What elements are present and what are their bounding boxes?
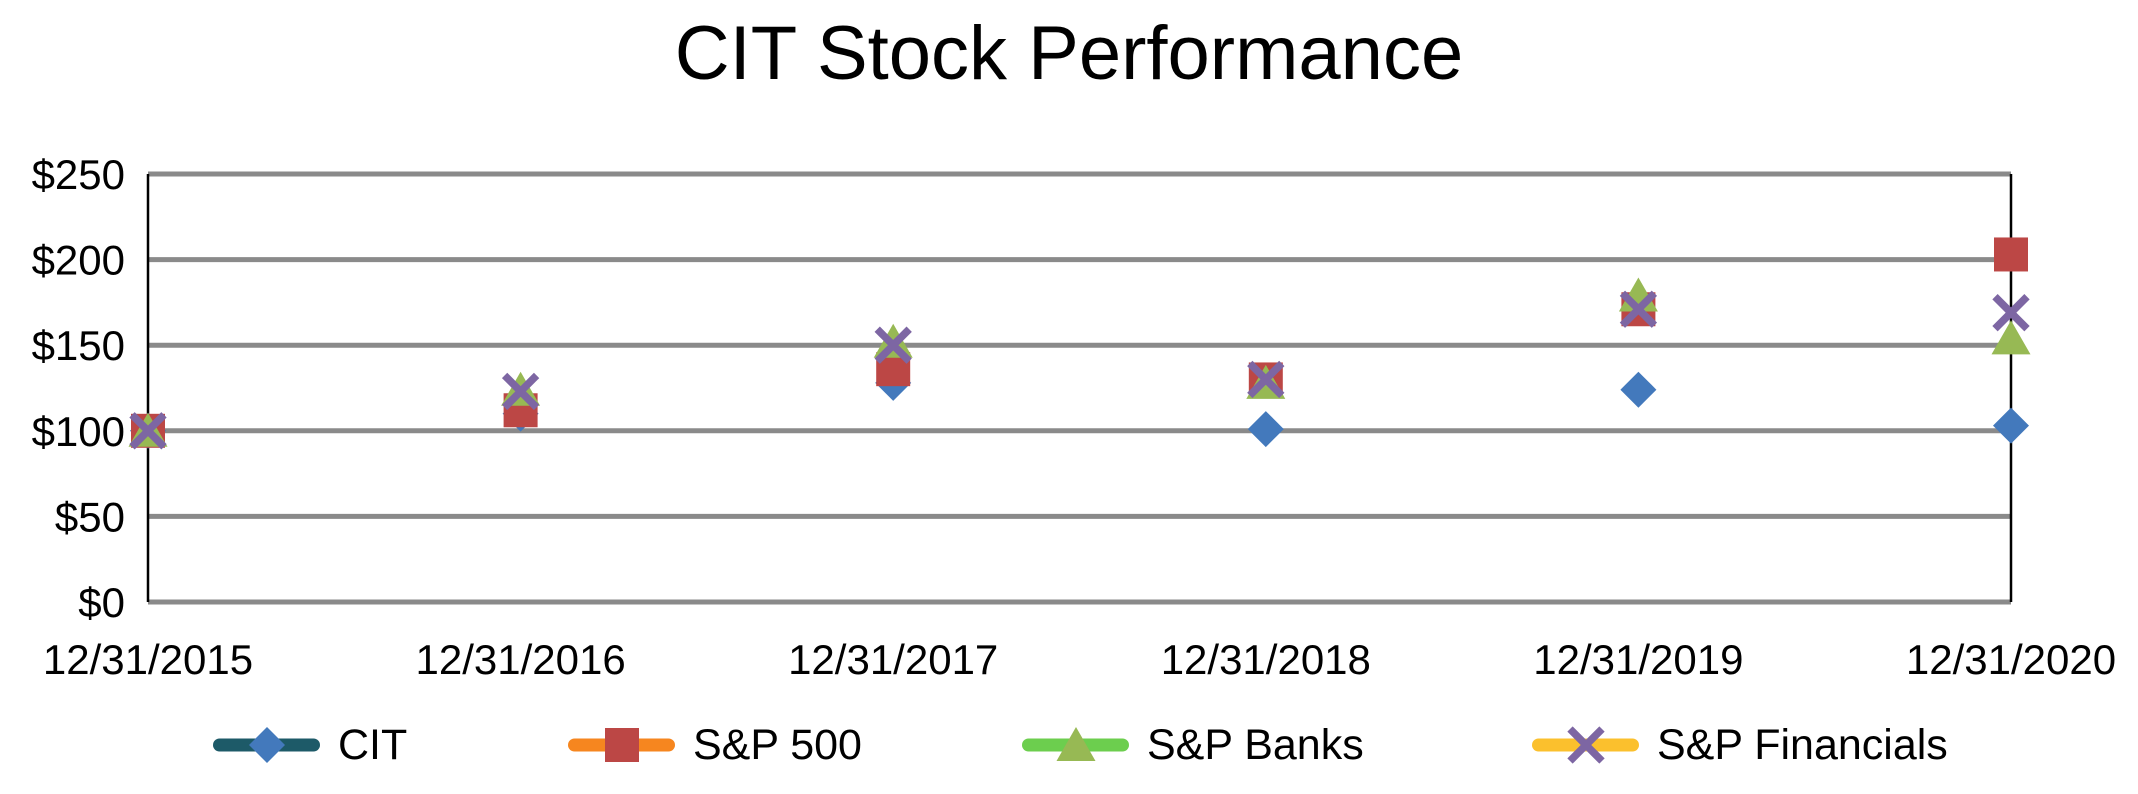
legend-swatch-cit	[213, 714, 320, 776]
legend-marker-shape-s-p-banks	[1056, 727, 1095, 761]
marker-s-p-financials-2	[874, 326, 912, 364]
y-tick-label-150: $150	[32, 322, 125, 369]
legend-label-cit: CIT	[338, 720, 408, 769]
legend-label-s-p-500: S&P 500	[693, 720, 862, 769]
marker-s-p-financials-5	[1992, 294, 2030, 332]
x-tick-label-4: 12/31/2019	[1533, 636, 1743, 683]
marker-s-p-financials-3	[1247, 360, 1285, 399]
legend-label-s-p-financials: S&P Financials	[1657, 720, 1948, 769]
x-tick-label-1: 12/31/2016	[415, 636, 625, 683]
x-tick-label-3: 12/31/2018	[1161, 636, 1371, 683]
y-tick-label-200: $200	[32, 237, 125, 284]
x-tick-label-5: 12/31/2020	[1906, 636, 2116, 683]
cit-marker-icon	[248, 727, 285, 763]
x-tick-label-0: 12/31/2015	[43, 636, 253, 683]
s-p-banks-marker-icon	[1056, 727, 1095, 761]
legend-item-s-p-financials: S&P Financials	[1532, 714, 1948, 776]
legend-swatch-s-p-banks	[1022, 714, 1129, 776]
marker-s-p-500-5	[1994, 237, 2028, 272]
y-tick-label-50: $50	[55, 493, 125, 540]
chart-title: CIT Stock Performance	[674, 11, 1464, 96]
y-tick-label-100: $100	[32, 408, 125, 455]
s-p-financials-marker-icon	[1566, 726, 1605, 764]
marker-cit-3	[1247, 411, 1284, 448]
marker-s-p-financials-4	[1619, 290, 1658, 328]
legend-item-cit: CIT	[213, 714, 407, 776]
legend-swatch-s-p-financials	[1532, 714, 1639, 776]
legend-item-s-p-banks: S&P Banks	[1022, 714, 1364, 776]
y-tick-label-0: $0	[78, 579, 125, 626]
y-tick-label-250: $250	[32, 151, 125, 198]
legend-item-s-p-500: S&P 500	[568, 714, 862, 776]
legend-label-s-p-banks: S&P Banks	[1147, 720, 1364, 769]
marker-cit-4	[1620, 371, 1657, 408]
x-tick-label-2: 12/31/2017	[788, 636, 998, 683]
legend-marker-shape-s-p-financials	[1566, 726, 1605, 764]
legend-marker-shape-cit	[248, 727, 285, 763]
marker-cit-5	[1993, 407, 2029, 444]
s-p-500-marker-icon	[604, 728, 639, 762]
legend-swatch-s-p-500	[568, 714, 675, 776]
marker-s-p-banks-5	[1991, 320, 2031, 355]
marker-s-p-financials-1	[501, 372, 540, 411]
marker-s-p-financials-0	[129, 412, 167, 450]
legend-marker-shape-s-p-500	[604, 728, 639, 762]
